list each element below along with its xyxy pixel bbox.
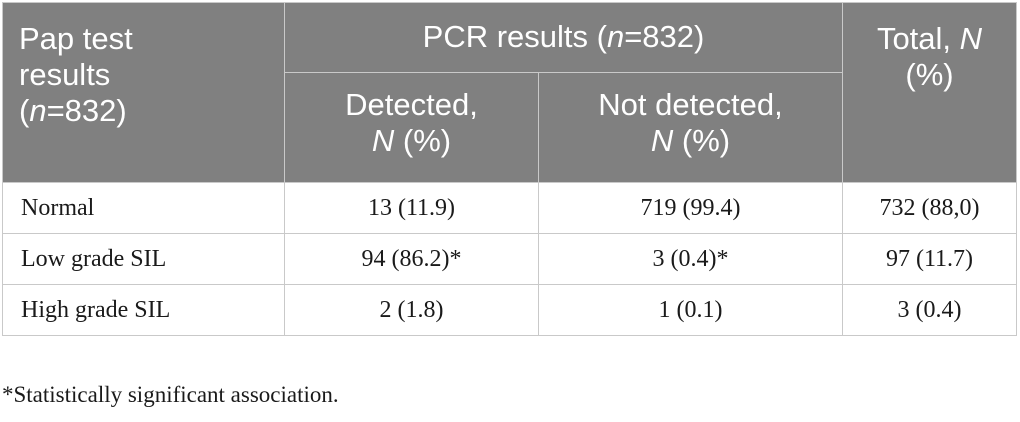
not-detected-label: Not detected,: [598, 87, 783, 122]
pcr-results-header: PCR results (n=832): [284, 2, 843, 73]
not-detected-cell: 719 (99.4): [538, 182, 843, 234]
header-row-top: Pap test results (n=832) PCR results (n=…: [2, 2, 1017, 183]
total-percent: (%): [905, 57, 954, 92]
table-footnote: *Statistically significant association.: [2, 382, 339, 407]
table-row: Low grade SIL 94 (86.2)* 3 (0.4)* 97 (11…: [2, 233, 1017, 285]
header-row-sub: Detected, N (%) Not detected, N (%): [3, 72, 1017, 183]
table-row: High grade SIL 2 (1.8) 1 (0.1) 3 (0.4): [2, 284, 1017, 336]
total-prefix: Total,: [876, 21, 960, 56]
total-cell: 97 (11.7): [842, 233, 1017, 285]
detected-cell: 2 (1.8): [284, 284, 539, 336]
detected-header: Detected, N (%): [284, 72, 539, 183]
stub-n-value: =832): [46, 93, 127, 128]
not-detected-n-variable: N: [650, 123, 674, 158]
not-detected-cell: 3 (0.4)*: [538, 233, 843, 285]
row-label: Low grade SIL: [2, 233, 285, 285]
pcr-n-variable: n: [606, 19, 625, 54]
detected-label: Detected,: [345, 87, 478, 122]
not-detected-percent: (%): [673, 123, 731, 158]
pap-test-results-header: Pap test results (n=832): [2, 2, 285, 183]
row-label: High grade SIL: [2, 284, 285, 336]
detected-percent: (%): [394, 123, 452, 158]
pcr-n-value: =832): [624, 19, 705, 54]
detected-cell: 94 (86.2)*: [284, 233, 539, 285]
stub-n-variable: n: [29, 93, 47, 128]
stub-line-1: Pap test: [19, 21, 133, 56]
results-table: Pap test results (n=832) PCR results (n=…: [2, 2, 1017, 336]
table-header: Pap test results (n=832) PCR results (n=…: [2, 2, 1017, 183]
stub-line-2: results: [19, 57, 111, 92]
pcr-prefix: PCR results (: [422, 19, 607, 54]
table-row: Normal 13 (11.9) 719 (99.4) 732 (88,0): [2, 182, 1017, 234]
not-detected-cell: 1 (0.1): [538, 284, 843, 336]
not-detected-header: Not detected, N (%): [538, 72, 843, 183]
stub-n-open: (: [19, 93, 30, 128]
total-n-variable: N: [959, 21, 983, 56]
total-header: Total, N (%): [842, 2, 1017, 183]
row-label: Normal: [2, 182, 285, 234]
total-cell: 732 (88,0): [842, 182, 1017, 234]
detected-cell: 13 (11.9): [284, 182, 539, 234]
table-body: Normal 13 (11.9) 719 (99.4) 732 (88,0) L…: [2, 182, 1017, 336]
total-cell: 3 (0.4): [842, 284, 1017, 336]
detected-n-variable: N: [371, 123, 395, 158]
